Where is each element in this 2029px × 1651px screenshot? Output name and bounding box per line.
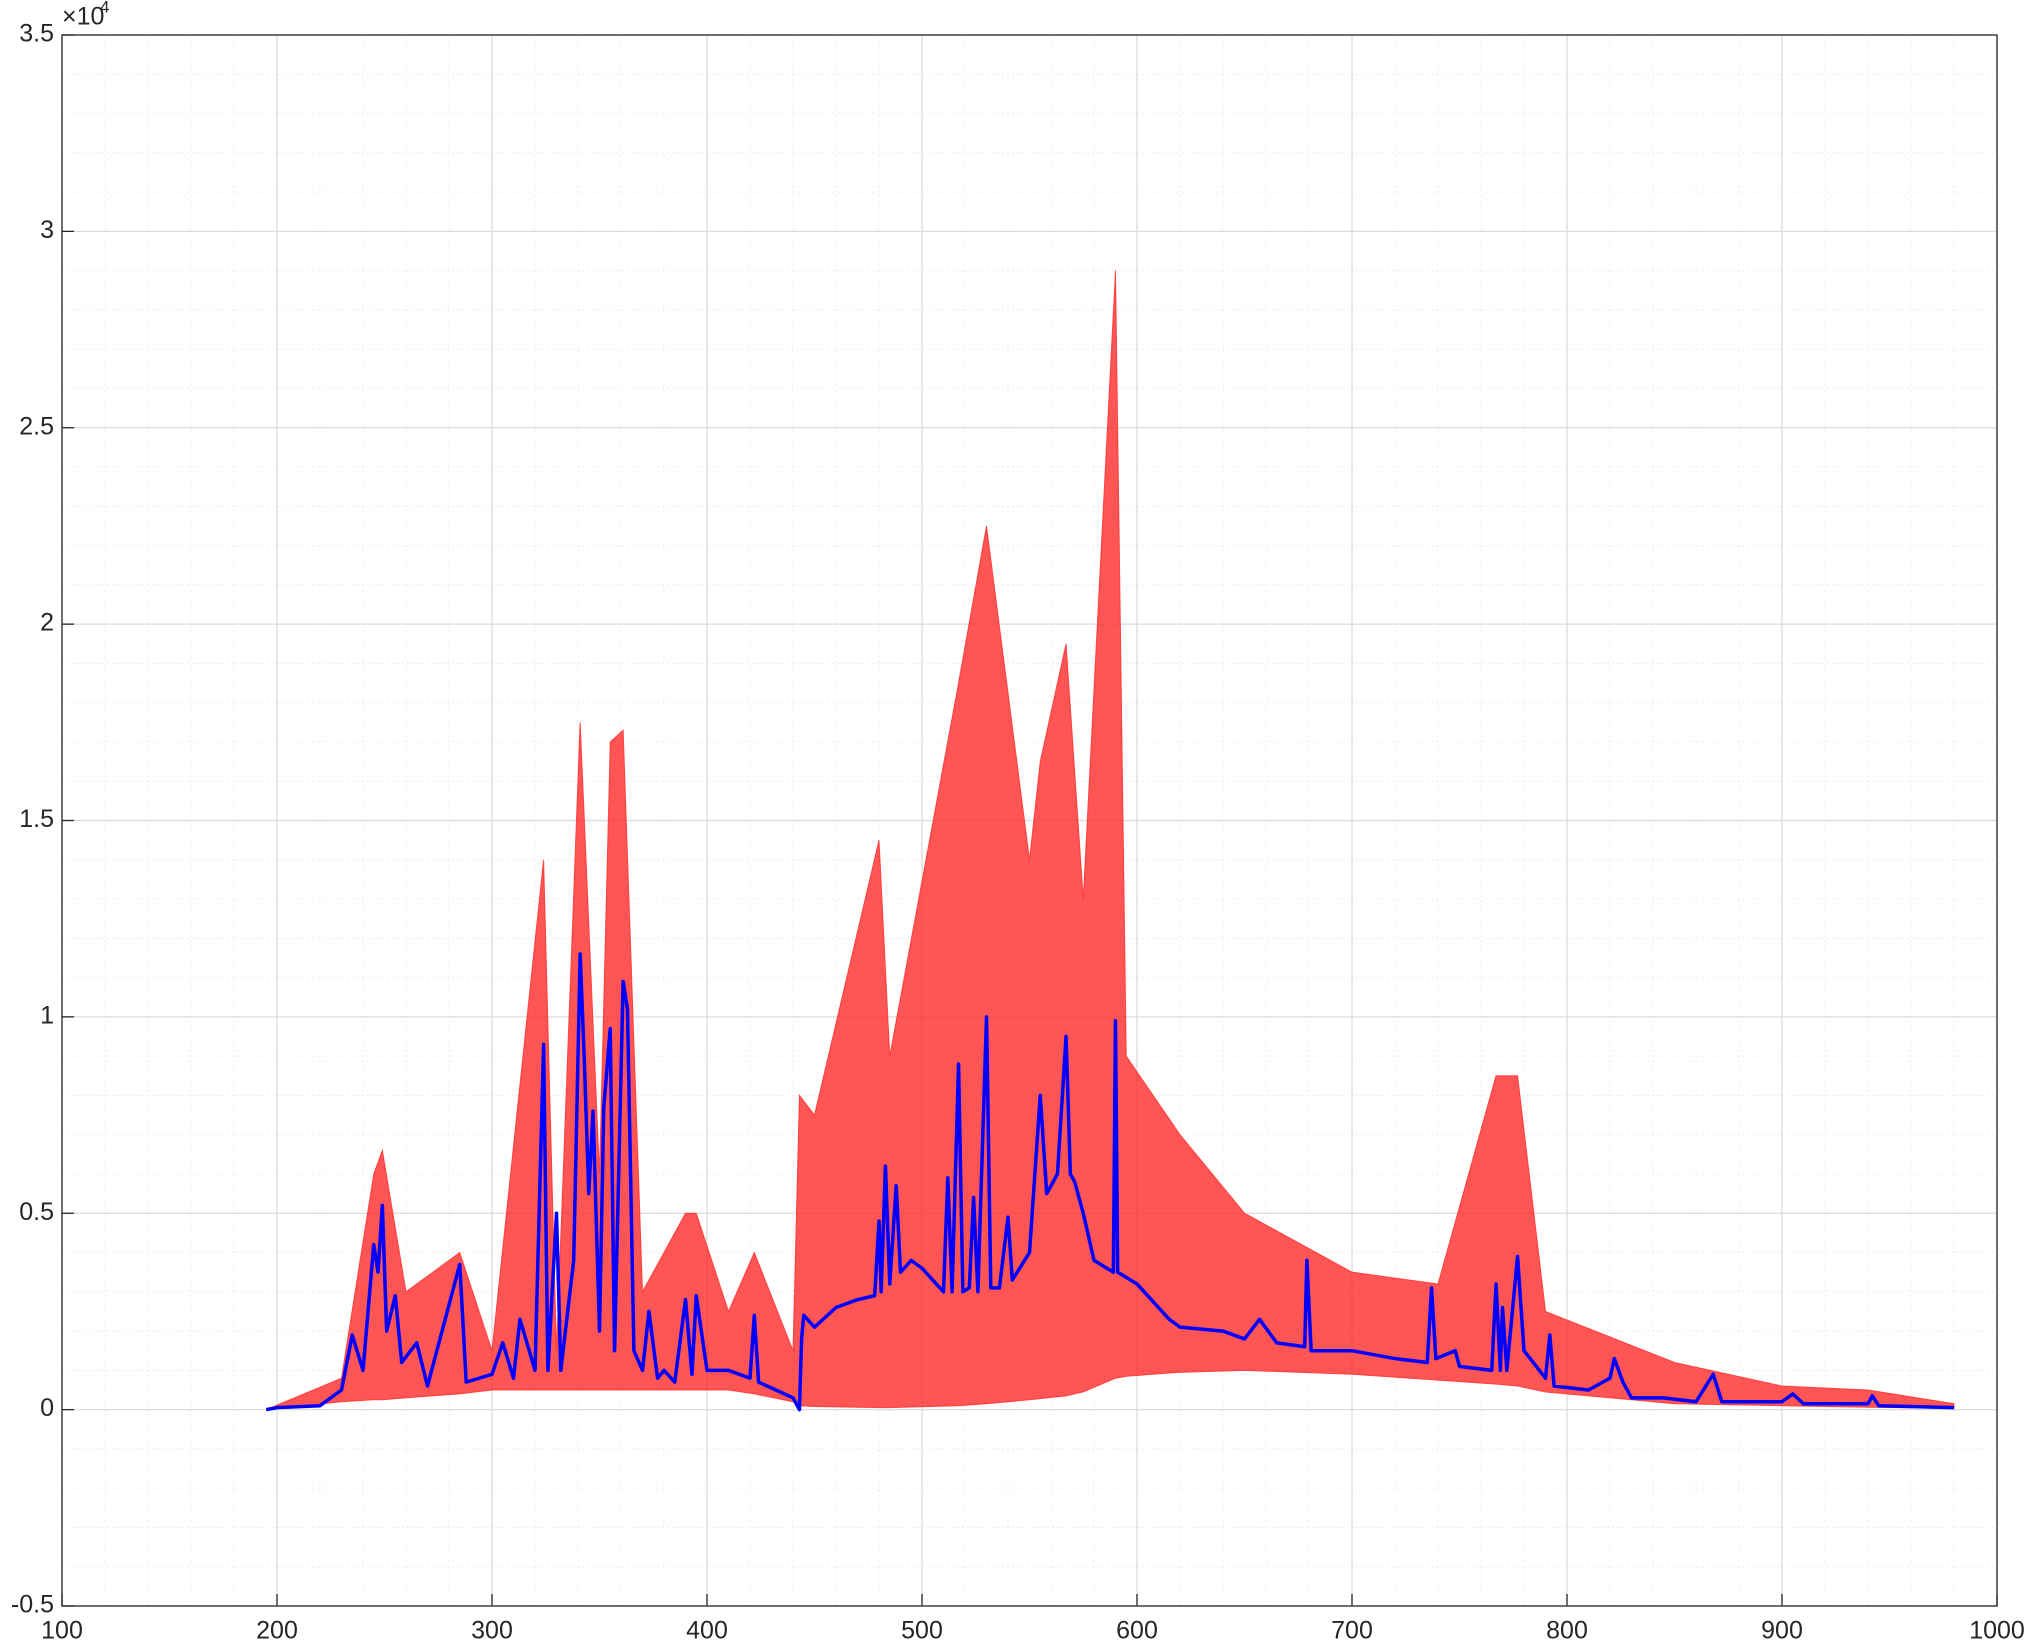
y-multiplier-exponent: 4 bbox=[100, 0, 109, 16]
x-tick-label: 200 bbox=[256, 1617, 298, 1645]
x-tick-label: 100 bbox=[41, 1617, 83, 1645]
y-multiplier: ×10 4 bbox=[62, 0, 109, 31]
y-tick-label: 2 bbox=[40, 609, 54, 637]
x-tick-label: 400 bbox=[686, 1617, 728, 1645]
y-tick-label: -0.5 bbox=[11, 1591, 54, 1619]
y-tick-label: 2.5 bbox=[19, 412, 54, 440]
x-tick-label: 300 bbox=[471, 1617, 513, 1645]
y-tick-label: 3 bbox=[40, 216, 54, 244]
y-tick-label: 0 bbox=[40, 1394, 54, 1422]
y-tick-label: 1.5 bbox=[19, 805, 54, 833]
y-tick-label: 3.5 bbox=[19, 20, 54, 48]
y-multiplier-base: ×10 bbox=[62, 3, 104, 31]
mean-line bbox=[265, 952, 1955, 1412]
axes-box bbox=[61, 34, 1998, 1607]
x-tick-label: 1000 bbox=[1969, 1617, 2025, 1645]
y-tick-label: 0.5 bbox=[19, 1198, 54, 1226]
x-tick-label: 600 bbox=[1116, 1617, 1158, 1645]
x-tick-label: 800 bbox=[1546, 1617, 1588, 1645]
x-tick-label: 900 bbox=[1761, 1617, 1803, 1645]
x-tick-label: 500 bbox=[901, 1617, 943, 1645]
x-tick-label: 700 bbox=[1331, 1617, 1373, 1645]
spectra-band bbox=[266, 270, 1955, 1411]
y-tick-label: 1 bbox=[40, 1001, 54, 1029]
